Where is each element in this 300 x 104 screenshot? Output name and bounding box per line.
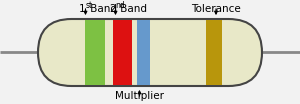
Text: Multiplier: Multiplier: [115, 91, 164, 101]
Text: Band: Band: [117, 4, 147, 14]
Text: 2: 2: [109, 4, 116, 14]
Text: Band: Band: [87, 4, 117, 14]
FancyBboxPatch shape: [112, 20, 132, 85]
FancyBboxPatch shape: [38, 19, 262, 86]
Text: Tolerance: Tolerance: [191, 4, 241, 14]
Text: st: st: [85, 1, 93, 9]
Text: 1: 1: [79, 4, 86, 14]
Text: nd: nd: [116, 1, 125, 9]
FancyBboxPatch shape: [136, 20, 150, 85]
FancyBboxPatch shape: [85, 20, 105, 85]
FancyBboxPatch shape: [206, 20, 222, 85]
